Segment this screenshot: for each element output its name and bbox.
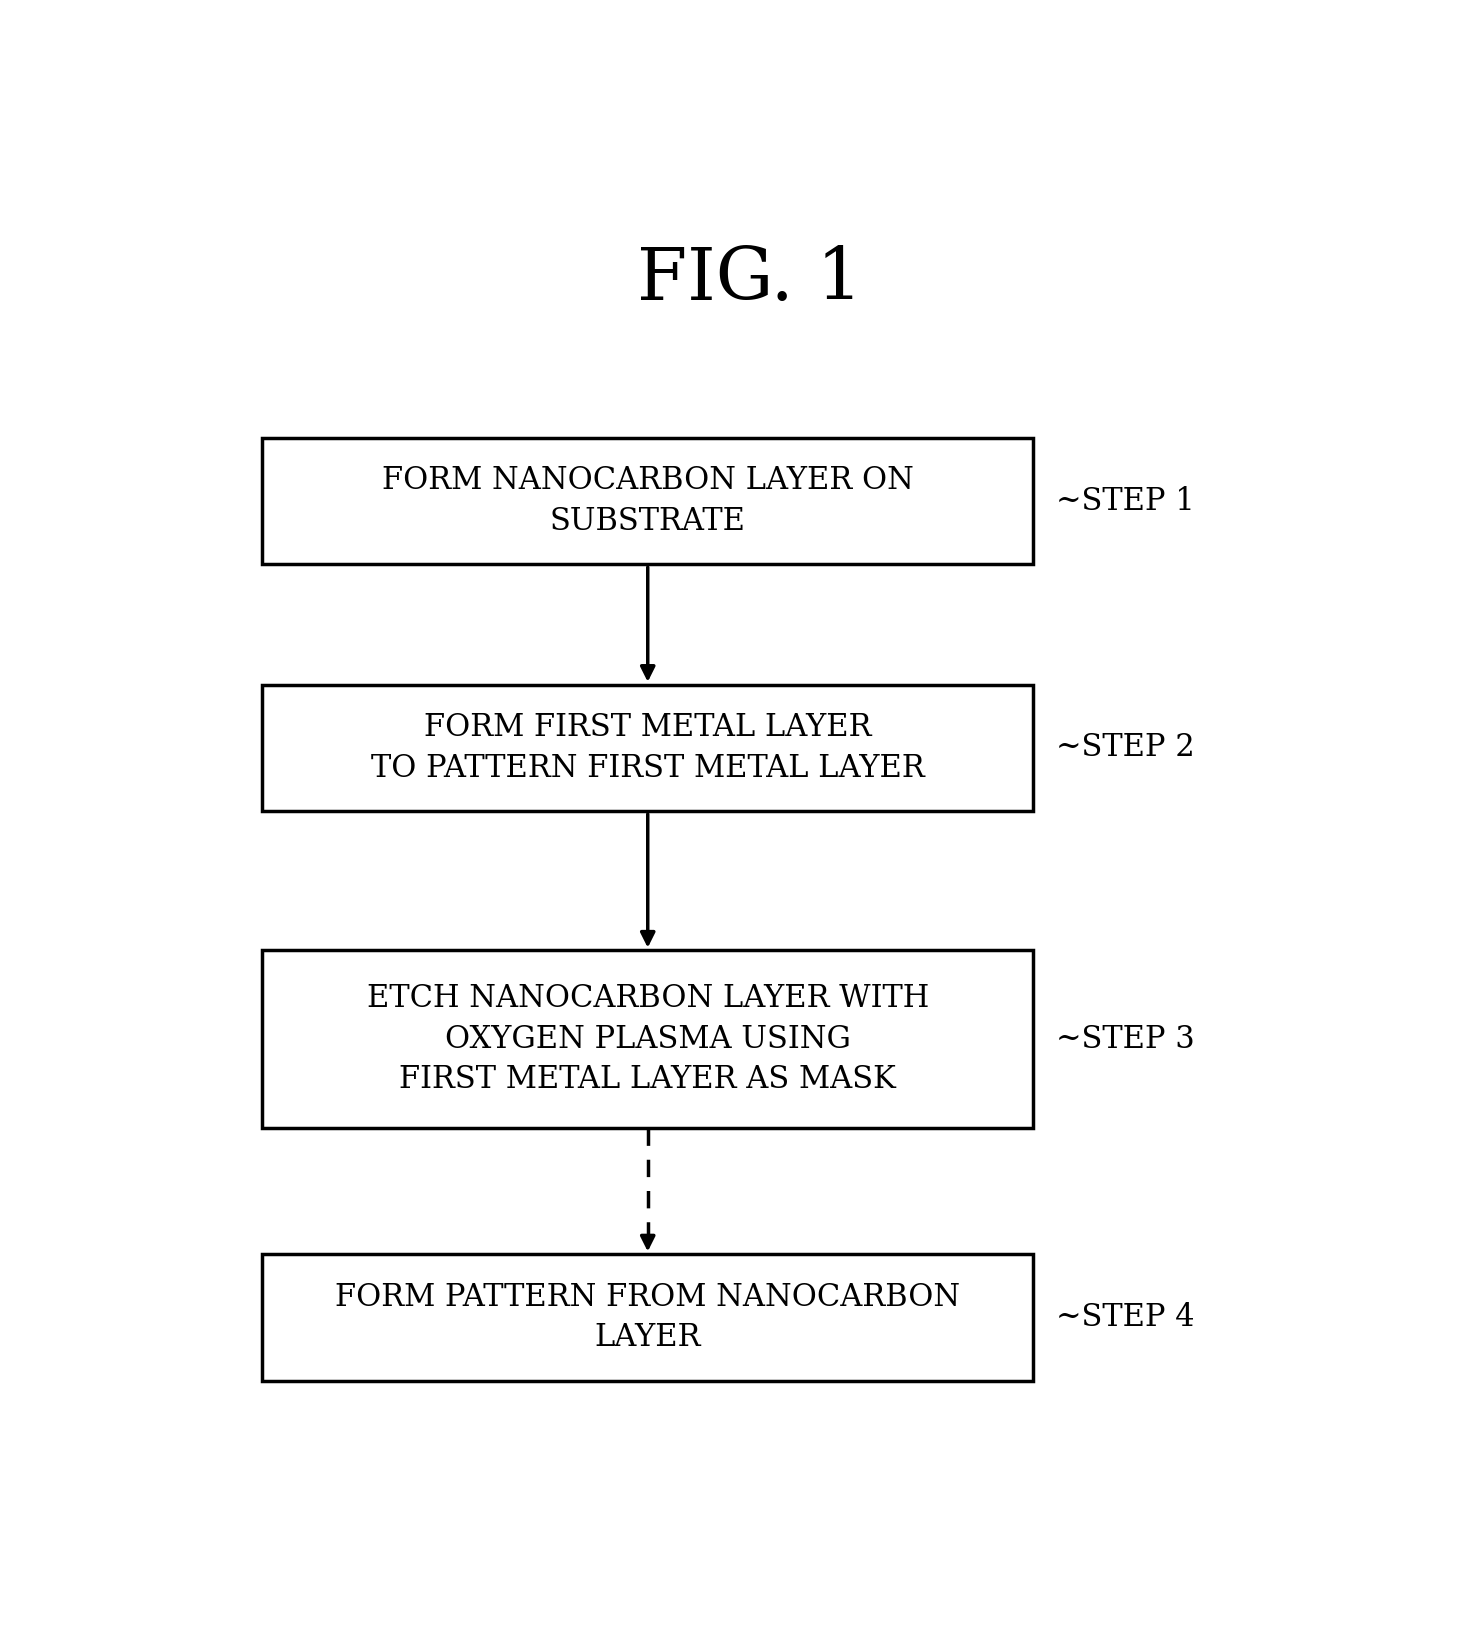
Bar	[262, 437, 1033, 564]
Bar	[262, 684, 1033, 810]
Bar	[262, 1254, 1033, 1381]
Bar	[262, 950, 1033, 1128]
Text: ~STEP 3: ~STEP 3	[1056, 1024, 1195, 1054]
Text: ~STEP 2: ~STEP 2	[1056, 733, 1195, 763]
Text: FIG. 1: FIG. 1	[636, 245, 863, 316]
Text: ~STEP 4: ~STEP 4	[1056, 1302, 1194, 1333]
Text: FORM FIRST METAL LAYER
TO PATTERN FIRST METAL LAYER: FORM FIRST METAL LAYER TO PATTERN FIRST …	[370, 712, 925, 784]
Text: FORM NANOCARBON LAYER ON
SUBSTRATE: FORM NANOCARBON LAYER ON SUBSTRATE	[382, 465, 914, 538]
Text: ETCH NANOCARBON LAYER WITH
OXYGEN PLASMA USING
FIRST METAL LAYER AS MASK: ETCH NANOCARBON LAYER WITH OXYGEN PLASMA…	[367, 983, 929, 1095]
Text: FORM PATTERN FROM NANOCARBON
LAYER: FORM PATTERN FROM NANOCARBON LAYER	[335, 1282, 960, 1353]
Text: ~STEP 1: ~STEP 1	[1056, 485, 1195, 516]
